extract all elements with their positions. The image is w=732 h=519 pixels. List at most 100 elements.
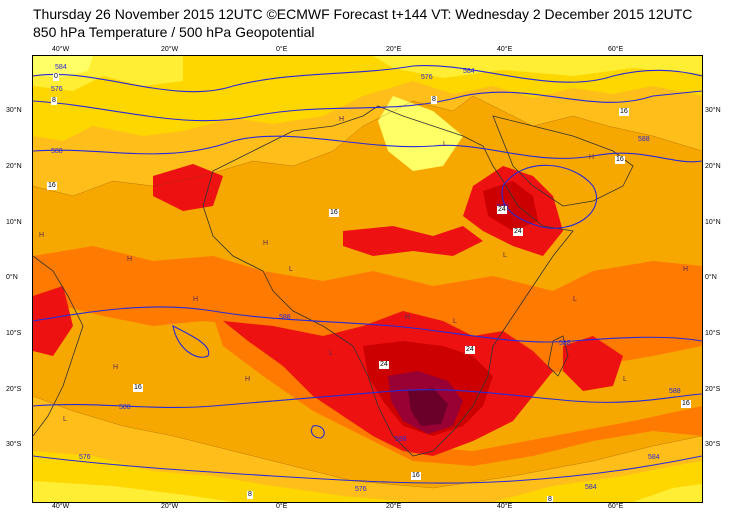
madagascar-coastline	[547, 335, 569, 377]
lat-label-left-20s: 20°S	[6, 386, 22, 393]
south-america-coastline	[33, 255, 84, 437]
isotherm-label: 16	[619, 108, 629, 116]
temp-band-28-32	[363, 181, 538, 436]
lat-label-left-10s: 10°S	[6, 330, 22, 337]
geopotential-contour-line	[172, 325, 210, 358]
high-pressure-marker: H	[39, 232, 45, 239]
lon-label-bottom-0e: 0°E	[276, 503, 288, 510]
lat-label-right-0n: 0°N	[705, 274, 717, 281]
low-pressure-marker: L	[453, 318, 457, 325]
isotherm-label: 16	[47, 182, 57, 190]
isotherm-label: 8	[431, 96, 437, 104]
geopotential-label: 584	[55, 64, 67, 71]
geopotential-label: 584	[463, 68, 475, 75]
high-pressure-marker: H	[193, 296, 199, 303]
temp-band-8-12-north	[33, 56, 702, 141]
geopotential-label: 576	[421, 74, 433, 81]
isotherm-label: 16	[681, 400, 691, 408]
map-panel: 584 576 588 588 584 576 588 588 588 588 …	[32, 55, 703, 503]
high-pressure-marker: H	[589, 154, 595, 161]
forecast-title: Thursday 26 November 2015 12UTC ©ECMWF F…	[33, 6, 693, 22]
low-pressure-marker: L	[289, 266, 293, 273]
isotherm-label: 0	[53, 73, 59, 81]
geopotential-label: 588	[51, 148, 63, 155]
lon-label-bottom-20w: 20°W	[161, 503, 179, 510]
isotherm-label: 16	[411, 472, 421, 480]
temperature-geopotential-map	[33, 56, 702, 502]
geopotential-contour-line	[33, 90, 702, 122]
isotherm-line	[33, 395, 702, 489]
geopotential-label: 588	[279, 314, 291, 321]
lon-label-bottom-40w: 40°W	[52, 503, 70, 510]
isotherm-line	[33, 95, 702, 197]
lat-label-right-10s: 10°S	[705, 330, 721, 337]
geopotential-label: 584	[585, 484, 597, 491]
lat-label-left-0n: 0°N	[6, 274, 18, 281]
geopotential-contour-line	[33, 389, 702, 408]
arabia-coastline	[492, 115, 634, 207]
lat-label-right-30s: 30°S	[705, 441, 721, 448]
isotherm-label: 16	[329, 209, 339, 217]
africa-coastline	[202, 105, 574, 457]
high-pressure-marker: H	[127, 256, 133, 263]
isotherm-label: 8	[247, 491, 253, 499]
high-pressure-marker: H	[263, 240, 269, 247]
temp-band-0-4-north	[33, 56, 463, 171]
lon-label-top-0e: 0°E	[276, 46, 288, 53]
lon-label-top-40w: 40°W	[52, 46, 70, 53]
high-pressure-marker: H	[339, 116, 345, 123]
isotherm-label: 24	[379, 361, 389, 369]
geopotential-label: 576	[51, 86, 63, 93]
geopotential-label: 588	[119, 404, 131, 411]
temp-band-20-24-west	[33, 246, 702, 386]
geopotential-contour-line	[33, 306, 702, 343]
geopotential-label: 588	[559, 340, 571, 347]
low-pressure-marker: L	[503, 252, 507, 259]
geopotential-label: 588	[395, 436, 407, 443]
lon-label-top-40e: 40°E	[497, 46, 513, 53]
geopotential-label: 576	[355, 486, 367, 493]
high-pressure-marker: H	[683, 266, 689, 273]
temp-band-8-12-south	[33, 451, 702, 502]
temp-band-24-28-sahel	[153, 164, 563, 256]
geopotential-contour-line	[33, 64, 702, 93]
isotherm-lines	[33, 95, 702, 489]
isotherm-label: 8	[547, 496, 553, 503]
geopotential-label: 588	[638, 136, 650, 143]
isotherm-label: 8	[51, 97, 57, 105]
lon-label-top-20e: 20°E	[386, 46, 402, 53]
high-pressure-marker: H	[113, 364, 119, 371]
temp-band-4-8-north	[33, 56, 702, 91]
low-pressure-marker: L	[573, 296, 577, 303]
isotherm-label: 16	[133, 384, 143, 392]
lon-label-bottom-40e: 40°E	[497, 503, 513, 510]
low-pressure-marker: L	[623, 376, 627, 383]
lat-label-left-10n: 10°N	[6, 219, 22, 226]
geopotential-contour-line	[501, 164, 598, 229]
lat-label-right-20n: 20°N	[705, 163, 721, 170]
lat-label-left-30s: 30°S	[6, 441, 22, 448]
geopotential-contour-line	[33, 455, 702, 484]
high-pressure-marker: H	[245, 376, 251, 383]
geopotential-contour-line	[33, 135, 702, 163]
lat-label-left-30n: 30°N	[6, 107, 22, 114]
geopotential-label: 584	[648, 454, 660, 461]
isotherm-label: 24	[465, 346, 475, 354]
lat-label-right-20s: 20°S	[705, 386, 721, 393]
temp-band-4-8-south	[33, 481, 702, 502]
high-pressure-marker: H	[405, 314, 411, 321]
lat-label-right-10n: 10°N	[705, 219, 721, 226]
isotherm-label: 24	[497, 206, 507, 214]
isotherm-label: 16	[615, 156, 625, 164]
lat-label-left-20n: 20°N	[6, 163, 22, 170]
geopotential-label: 576	[79, 454, 91, 461]
lat-label-right-30n: 30°N	[705, 107, 721, 114]
geopotential-contour-line	[310, 425, 325, 439]
lon-label-top-20w: 20°W	[161, 46, 179, 53]
isotherm-label: 24	[513, 228, 523, 236]
lon-label-bottom-20e: 20°E	[386, 503, 402, 510]
lon-label-top-60e: 60°E	[608, 46, 624, 53]
low-pressure-marker: L	[443, 141, 447, 148]
low-pressure-marker: L	[63, 416, 67, 423]
temp-band-36-40	[408, 388, 448, 426]
